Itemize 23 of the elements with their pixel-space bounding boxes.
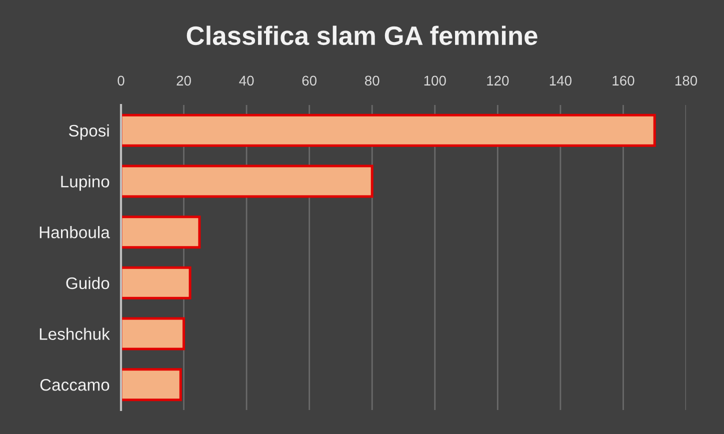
bar [121,164,374,198]
y-tick-label: Sposi [68,124,109,140]
y-tick-label: Hanboula [40,226,110,238]
chart-title: Classifica slam GA femmine [186,26,538,46]
x-tick-label: 100 [424,76,446,86]
x-tick-label: 140 [550,76,572,86]
y-tick-label: Lupino [61,175,110,191]
bar [121,216,201,249]
y-tick-label: Guido [66,276,110,290]
x-tick-label: 160 [612,76,634,86]
bar [121,266,192,300]
x-tick-label: 40 [239,76,254,86]
x-tick-label: 120 [487,76,509,86]
y-tick-label: Caccamo [40,378,110,391]
x-tick-label: 60 [302,76,317,86]
x-tick-label: 180 [675,76,698,86]
bar [121,368,182,402]
y-tick-label: Leshchuk [40,328,110,340]
x-tick-label: 80 [364,76,380,86]
x-tick-label: 0 [118,76,124,86]
x-tick-label: 20 [176,76,191,86]
bar [121,114,656,147]
bar [121,317,186,350]
